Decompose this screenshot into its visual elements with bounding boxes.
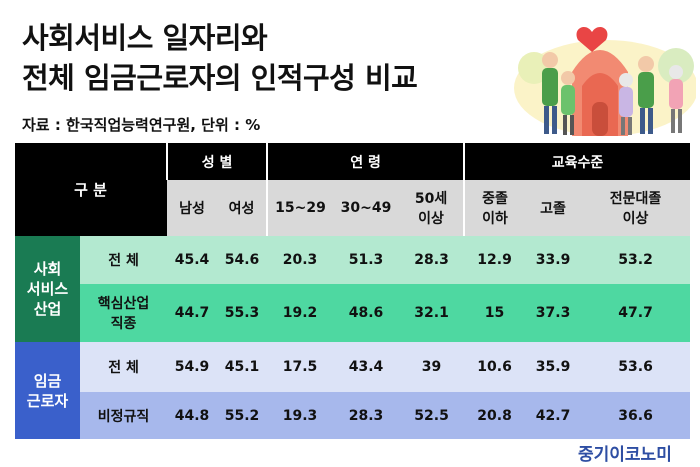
value-cell: 47.7 [581, 284, 691, 342]
value-cell: 53.6 [581, 342, 691, 392]
value-cell: 19.2 [267, 284, 334, 342]
value-cell: 10.6 [464, 342, 526, 392]
value-cell: 54.9 [167, 342, 218, 392]
value-cell: 17.5 [267, 342, 334, 392]
value-cell: 37.3 [525, 284, 582, 342]
value-cell: 51.3 [333, 236, 400, 284]
value-cell: 39 [399, 342, 465, 392]
people-house-illustration [514, 26, 696, 136]
title-line-1: 사회서비스 일자리와 [22, 21, 268, 55]
age-header: 연 령 [266, 143, 465, 180]
group-social-service: 사회 서비스 산업 [15, 236, 80, 342]
row-label: 전 체 [80, 342, 168, 392]
header-row-sub: 남성 여성 15~29 30~49 50세 이상 중졸 이하 고졸 전문대졸 이상 [15, 180, 691, 236]
value-cell: 36.6 [581, 392, 691, 439]
page-title: 사회서비스 일자리와 전체 임금근로자의 인적구성 비교 [22, 18, 418, 98]
col-edu-high: 고졸 [525, 180, 582, 236]
col-age-50-plus: 50세 이상 [399, 180, 465, 236]
col-edu-college: 전문대졸 이상 [581, 180, 691, 236]
table-row: 핵심산업 직종 44.7 55.3 19.2 48.6 32.1 15 37.3 … [15, 284, 691, 342]
col-female: 여성 [217, 180, 268, 236]
gender-header: 성 별 [166, 143, 268, 180]
value-cell: 35.9 [525, 342, 582, 392]
value-cell: 20.3 [267, 236, 334, 284]
col-edu-middle: 중졸 이하 [463, 180, 526, 236]
source-note: 자료 : 한국직업능력연구원, 단위 : % [22, 116, 261, 134]
education-header: 교육수준 [463, 143, 691, 180]
col-age-30-49: 30~49 [333, 180, 400, 236]
table-row: 사회 서비스 산업 전 체 45.4 54.6 20.3 51.3 28.3 12.… [15, 236, 691, 342]
value-cell: 19.3 [267, 392, 334, 439]
row-label: 비정규직 [80, 392, 168, 439]
col-male: 남성 [167, 180, 218, 236]
col-age-15-29: 15~29 [266, 180, 334, 236]
value-cell: 45.4 [167, 236, 218, 284]
value-cell: 55.2 [217, 392, 268, 439]
value-cell: 28.3 [333, 392, 400, 439]
division-header: 구 분 [15, 143, 168, 236]
comparison-table: 구 분 성 별 연 령 교육수준 남성 여성 15~29 30~49 50세 이상… [15, 143, 691, 439]
value-cell: 48.6 [333, 284, 400, 342]
value-cell: 55.3 [217, 284, 268, 342]
value-cell: 28.3 [399, 236, 465, 284]
value-cell: 15 [464, 284, 526, 342]
value-cell: 54.6 [217, 236, 268, 284]
value-cell: 33.9 [525, 236, 582, 284]
value-cell: 42.7 [525, 392, 582, 439]
value-cell: 43.4 [333, 342, 400, 392]
value-cell: 52.5 [399, 392, 465, 439]
row-label: 핵심산업 직종 [80, 284, 168, 342]
value-cell: 12.9 [464, 236, 526, 284]
value-cell: 45.1 [217, 342, 268, 392]
group-wage-workers: 임금 근로자 [15, 342, 80, 439]
brand-logo-text: 중기이코노미 [578, 445, 672, 465]
table-row: 비정규직 44.8 55.2 19.3 28.3 52.5 20.8 42.7 … [15, 392, 691, 439]
value-cell: 20.8 [464, 392, 526, 439]
row-label: 전 체 [80, 236, 168, 284]
value-cell: 53.2 [581, 236, 691, 284]
table-row: 임금 근로자 전 체 54.9 45.1 17.5 43.4 39 10.6 35… [15, 342, 691, 439]
value-cell: 44.8 [167, 392, 218, 439]
title-line-2: 전체 임금근로자의 인적구성 비교 [22, 61, 418, 95]
value-cell: 32.1 [399, 284, 465, 342]
header-row-top: 구 분 성 별 연 령 교육수준 [15, 143, 691, 236]
value-cell: 44.7 [167, 284, 218, 342]
